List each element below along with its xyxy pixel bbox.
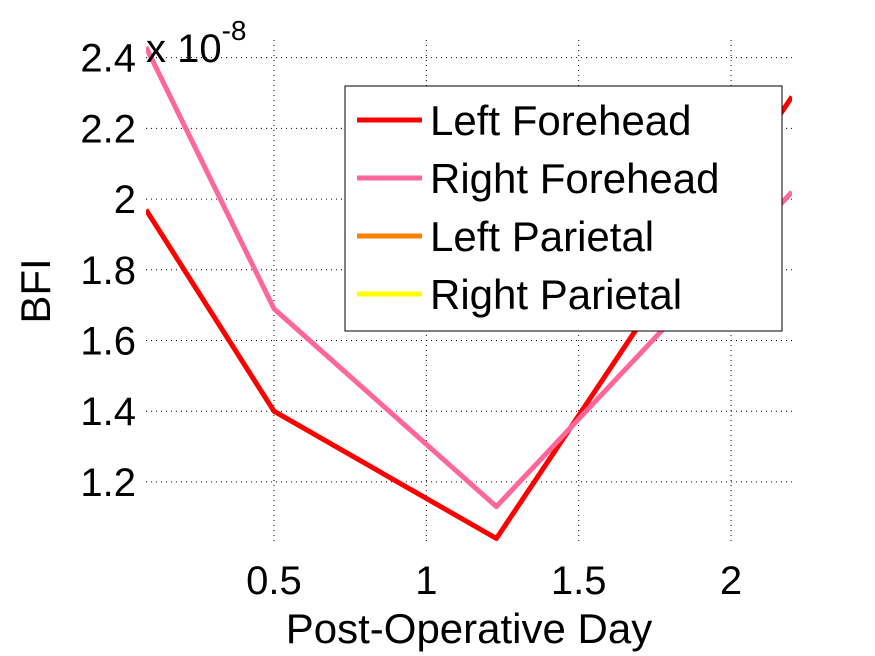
y-axis-ticks: 1.2 1.4 1.6 1.8 2 2.2 2.4 [80,37,136,505]
y-scale-base: x 10 [146,27,222,71]
y-scale-label: x 10-8 [146,15,247,71]
x-tick-label: 2 [720,559,742,603]
y-tick-label: 2.4 [80,37,136,81]
legend: Left Forehead Right Forehead Left Parietal… [344,85,783,332]
legend-entry-label: Left Forehead [430,97,692,144]
y-tick-label: 1.4 [80,390,136,434]
x-tick-label: 1 [415,559,437,603]
y-axis-label: BFI [12,258,59,323]
legend-entry-label: Right Forehead [430,155,720,202]
x-tick-label: 1.5 [551,559,607,603]
y-tick-label: 2.2 [80,107,136,151]
y-scale-exponent: -8 [222,15,247,46]
x-axis-ticks: 0.5 1 1.5 2 [246,559,742,603]
x-axis-label: Post-Operative Day [286,605,652,652]
series-line-right-forehead [146,46,792,510]
x-tick-label: 0.5 [246,559,302,603]
legend-box [344,85,783,332]
y-tick-label: 1.8 [80,249,136,293]
y-tick-label: 2 [114,178,136,222]
legend-entry-label: Right Parietal [430,271,682,318]
y-tick-label: 1.2 [80,461,136,505]
legend-entry-label: Left Parietal [430,213,654,260]
y-tick-label: 1.6 [80,319,136,363]
